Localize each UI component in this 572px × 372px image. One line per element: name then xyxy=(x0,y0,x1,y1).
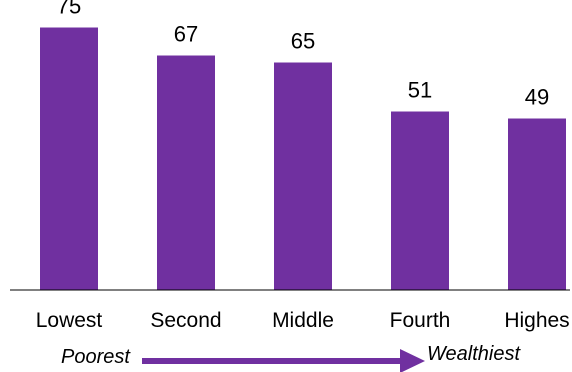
labels-layer: 75 Lowest 67 Second 65 Middle 51 Fourth 49 Highes xyxy=(36,0,570,332)
category-label: Fourth xyxy=(390,309,451,332)
category-label: Highes xyxy=(504,309,569,332)
wealth-arrow-head xyxy=(400,349,425,372)
data-label: 49 xyxy=(525,85,549,110)
bar-lowest xyxy=(40,27,98,290)
bar-middle xyxy=(274,62,332,290)
data-label: 65 xyxy=(291,29,315,54)
data-label: 51 xyxy=(408,78,432,103)
poorest-label: Poorest xyxy=(61,346,130,368)
right-arrow-icon xyxy=(142,349,425,372)
bar-highes xyxy=(508,118,566,290)
data-label: 67 xyxy=(174,22,198,47)
data-label: 75 xyxy=(57,0,81,19)
category-label: Middle xyxy=(272,309,334,332)
bar-fourth xyxy=(391,111,449,290)
wealthiest-label: Wealthiest xyxy=(427,343,521,365)
category-label: Second xyxy=(150,309,221,332)
bars-layer xyxy=(40,27,566,290)
bar-second xyxy=(157,55,215,290)
category-label: Lowest xyxy=(36,309,103,332)
